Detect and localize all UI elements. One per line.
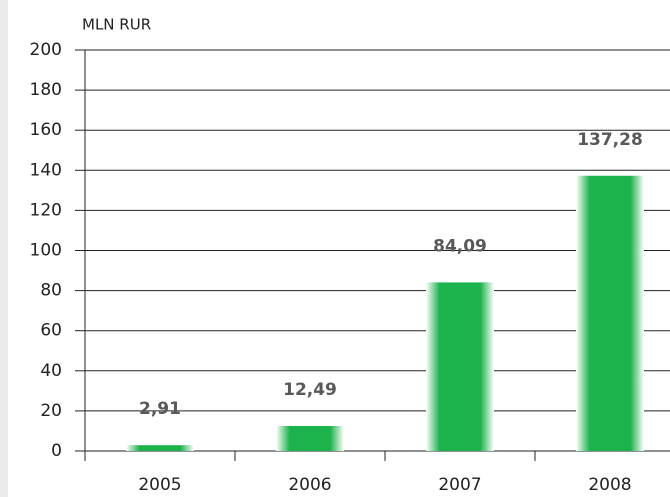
- y-tick-label: 200: [30, 40, 62, 60]
- y-tick-label: 40: [40, 361, 62, 381]
- y-tick-label: 0: [51, 441, 62, 461]
- y-axis-label: MLN RUR: [82, 16, 151, 34]
- bar: [576, 175, 644, 451]
- x-tick-label: 2007: [438, 475, 481, 495]
- y-tick-label: 100: [30, 241, 62, 261]
- value-label: 137,28: [577, 130, 643, 150]
- value-label: 2,91: [139, 399, 181, 419]
- y-tick-label: 80: [40, 281, 62, 301]
- x-tick-label: 2006: [288, 475, 331, 495]
- bar: [426, 282, 494, 451]
- bar: [276, 425, 344, 451]
- y-tick-label: 60: [40, 321, 62, 341]
- y-tick-label: 160: [30, 120, 62, 140]
- value-label: 12,49: [283, 380, 337, 400]
- side-strip: [0, 0, 8, 497]
- x-tick-label: 2008: [588, 475, 631, 495]
- y-tick-label: 20: [40, 401, 62, 421]
- bar: [126, 445, 194, 451]
- y-tick-label: 120: [30, 200, 62, 220]
- y-tick-label: 180: [30, 80, 62, 100]
- y-tick-label: 140: [30, 160, 62, 180]
- x-tick-label: 2005: [138, 475, 181, 495]
- value-label: 84,09: [433, 236, 487, 256]
